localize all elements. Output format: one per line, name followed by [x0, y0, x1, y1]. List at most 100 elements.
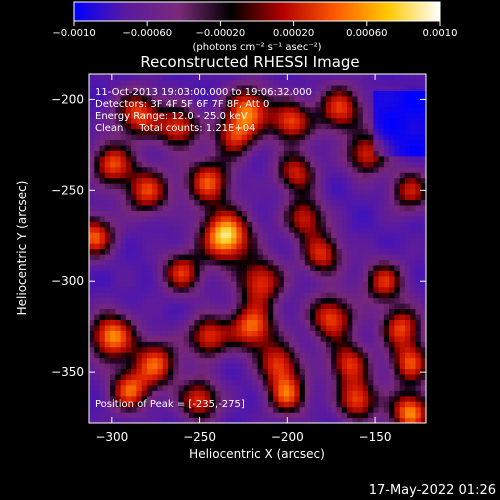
heatmap-cell	[257, 253, 264, 261]
heatmap-cell	[294, 172, 301, 179]
heatmap-cell	[246, 341, 253, 348]
heatmap-cell	[152, 406, 159, 413]
heatmap-cell	[320, 308, 327, 315]
heatmap-cell	[173, 150, 180, 157]
heatmap-cell	[273, 330, 280, 337]
heatmap-cell	[157, 183, 164, 190]
heatmap-cell	[273, 74, 280, 81]
heatmap-cell	[115, 275, 122, 282]
heatmap-cell	[99, 417, 106, 423]
heatmap-cell	[194, 84, 201, 91]
heatmap-cell	[204, 90, 211, 97]
heatmap-cell	[278, 341, 285, 348]
heatmap-cell	[347, 188, 353, 195]
heatmap-cell	[104, 253, 111, 261]
heatmap-cell	[315, 139, 322, 146]
heatmap-cell	[110, 379, 116, 386]
heatmap-cell	[157, 313, 164, 320]
heatmap-cell	[210, 232, 216, 239]
heatmap-cell	[262, 133, 269, 141]
heatmap-cell	[336, 215, 343, 222]
heatmap-cell	[99, 363, 106, 370]
heatmap-cell	[394, 308, 401, 315]
heatmap-cell	[94, 259, 101, 266]
heatmap-cell	[310, 368, 317, 375]
heatmap-cell	[204, 221, 211, 228]
heatmap-cell	[252, 210, 259, 217]
heatmap-cell	[383, 155, 390, 162]
heatmap-cell	[383, 172, 390, 179]
heatmap-cell	[136, 406, 143, 413]
heatmap-cell	[420, 270, 426, 277]
heatmap-cell	[241, 292, 248, 299]
heatmap-cell	[141, 95, 148, 102]
heatmap-cell	[241, 183, 248, 190]
heatmap-cell	[189, 237, 195, 244]
heatmap-cell	[162, 95, 169, 102]
heatmap-cell	[320, 79, 327, 86]
heatmap-cell	[299, 155, 306, 162]
heatmap-cell	[204, 226, 211, 233]
heatmap-cell	[120, 308, 127, 315]
heatmap-cell	[341, 341, 348, 348]
heatmap-cell	[368, 286, 374, 293]
heatmap-cell	[125, 259, 132, 266]
heatmap-cell	[325, 286, 332, 293]
heatmap-cell	[241, 161, 248, 168]
heatmap-cell	[362, 417, 369, 423]
heatmap-cell	[189, 259, 195, 266]
heatmap-cell	[110, 330, 116, 337]
heatmap-cell	[415, 297, 422, 304]
heatmap-cell	[167, 286, 174, 293]
heatmap-cell	[257, 215, 264, 222]
heatmap-cell	[241, 177, 248, 184]
heatmap-cell	[167, 204, 174, 211]
heatmap-cell	[231, 150, 238, 157]
heatmap-cell	[373, 90, 380, 97]
heatmap-cell	[220, 259, 227, 266]
heatmap-cell	[299, 368, 306, 375]
heatmap-cell	[294, 193, 301, 201]
heatmap-cell	[157, 204, 164, 211]
heatmap-cell	[268, 319, 274, 326]
heatmap-cell	[220, 297, 227, 304]
heatmap-cell	[210, 128, 216, 135]
heatmap-cell	[125, 106, 132, 113]
heatmap-cell	[141, 106, 148, 113]
heatmap-cell	[210, 243, 216, 250]
heatmap-cell	[157, 335, 164, 342]
heatmap-cell	[257, 330, 264, 337]
heatmap-cell	[273, 406, 280, 413]
heatmap-cell	[104, 128, 111, 135]
heatmap-cell	[204, 412, 211, 419]
heatmap-cell	[231, 237, 238, 244]
heatmap-cell	[268, 264, 274, 271]
heatmap-cell	[394, 243, 401, 250]
heatmap-cell	[120, 123, 127, 130]
heatmap-cell	[204, 297, 211, 304]
heatmap-cell	[173, 352, 180, 359]
heatmap-cell	[215, 106, 222, 113]
colorbar-tick-label: 0.00060	[346, 28, 387, 39]
heatmap-cell	[189, 330, 195, 337]
heatmap-cell	[410, 253, 417, 261]
heatmap-cell	[404, 166, 411, 173]
heatmap-cell	[331, 95, 338, 102]
heatmap-cell	[357, 133, 364, 141]
heatmap-cell	[146, 210, 153, 217]
heatmap-cell	[341, 264, 348, 271]
heatmap-cell	[373, 210, 380, 217]
heatmap-cell	[341, 248, 348, 255]
heatmap-cell	[273, 139, 280, 146]
heatmap-cell	[194, 95, 201, 102]
heatmap-cell	[410, 166, 417, 173]
heatmap-cell	[336, 341, 343, 348]
heatmap-cell	[252, 183, 259, 190]
heatmap-cell	[368, 177, 374, 184]
heatmap-cell	[410, 90, 417, 97]
heatmap-cell	[383, 286, 390, 293]
heatmap-cell	[283, 166, 290, 173]
heatmap-cell	[210, 150, 216, 157]
heatmap-cell	[120, 363, 127, 370]
heatmap-cell	[131, 275, 137, 282]
